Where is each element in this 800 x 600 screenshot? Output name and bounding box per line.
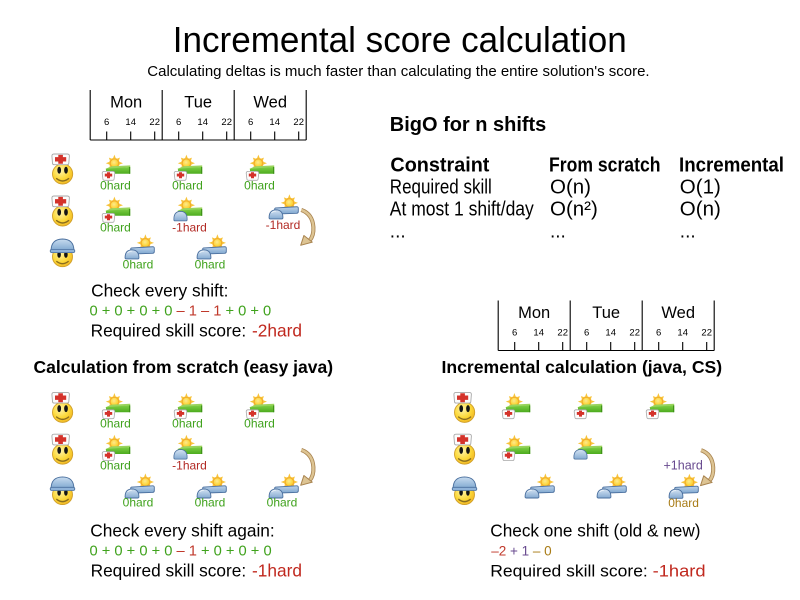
svg-text:22: 22	[557, 328, 568, 339]
svg-text:Calculation from scratch (easy: Calculation from scratch (easy java)	[34, 357, 334, 377]
svg-text:0hard: 0hard	[195, 258, 226, 272]
svg-text:Mon: Mon	[110, 94, 142, 112]
svg-text:0hard: 0hard	[100, 220, 131, 234]
svg-text:Wed: Wed	[661, 304, 695, 322]
svg-text:14: 14	[125, 117, 136, 128]
svg-text:14: 14	[677, 328, 688, 339]
svg-text:Incremental score calculation: Incremental score calculation	[173, 19, 627, 60]
svg-text:22: 22	[221, 117, 232, 128]
svg-text:Incremental: Incremental	[679, 154, 784, 176]
svg-text:0hard: 0hard	[244, 417, 275, 431]
svg-text:6: 6	[248, 117, 253, 128]
svg-text:22: 22	[701, 328, 712, 339]
svg-text:14: 14	[605, 328, 616, 339]
svg-text:0hard: 0hard	[123, 495, 154, 509]
svg-text:22: 22	[629, 328, 640, 339]
svg-text:0hard: 0hard	[172, 417, 203, 431]
svg-text:Constraint: Constraint	[390, 154, 489, 176]
svg-text:Calculating deltas is much fas: Calculating deltas is much faster than c…	[147, 63, 649, 80]
svg-text:0 + 0 + 0 + 0 – 1 – 1 + 0 + 0: 0 + 0 + 0 + 0 – 1 – 1 + 0 + 0	[90, 304, 272, 320]
svg-text:Required skill score:: Required skill score:	[490, 562, 648, 581]
svg-text:22: 22	[149, 117, 160, 128]
svg-text:Required skill score:: Required skill score:	[91, 321, 247, 341]
svg-text:Tue: Tue	[592, 304, 620, 322]
svg-text:...: ...	[680, 222, 696, 243]
svg-text:O(n²): O(n²)	[550, 198, 598, 221]
svg-text:-1hard: -1hard	[172, 220, 207, 234]
svg-text:At most 1 shift/day: At most 1 shift/day	[390, 199, 534, 221]
svg-text:Check every shift again:: Check every shift again:	[90, 521, 274, 541]
svg-text:0hard: 0hard	[123, 258, 154, 272]
svg-text:0hard: 0hard	[195, 495, 226, 509]
svg-text:O(1): O(1)	[680, 176, 721, 199]
svg-text:0hard: 0hard	[267, 495, 298, 509]
svg-text:-1hard: -1hard	[266, 218, 301, 232]
svg-text:Wed: Wed	[253, 94, 287, 112]
svg-text:...: ...	[550, 222, 566, 243]
svg-text:6: 6	[104, 117, 109, 128]
svg-text:6: 6	[656, 328, 661, 339]
svg-text:0 + 0 + 0 + 0 – 1 + 0 + 0 + 0: 0 + 0 + 0 + 0 – 1 + 0 + 0 + 0	[90, 544, 272, 560]
svg-text:6: 6	[584, 328, 589, 339]
svg-text:Incremental calculation (java,: Incremental calculation (java, CS)	[442, 357, 723, 377]
svg-text:Required skill: Required skill	[390, 177, 492, 199]
svg-text:O(n): O(n)	[550, 176, 591, 199]
svg-text:+1hard: +1hard	[664, 458, 703, 472]
svg-text:Check every shift:: Check every shift:	[91, 281, 228, 301]
svg-text:0hard: 0hard	[100, 178, 131, 192]
svg-text:14: 14	[533, 328, 544, 339]
svg-text:-1hard: -1hard	[653, 562, 706, 581]
svg-text:6: 6	[512, 328, 517, 339]
svg-text:0hard: 0hard	[100, 417, 131, 431]
svg-text:–2 + 1 – 0: –2 + 1 – 0	[491, 543, 551, 558]
svg-text:Check one shift (old & new): Check one shift (old & new)	[490, 521, 700, 541]
svg-text:From scratch: From scratch	[549, 154, 661, 176]
svg-text:22: 22	[293, 117, 304, 128]
svg-text:Required skill score:: Required skill score:	[91, 561, 247, 581]
svg-text:O(n): O(n)	[680, 198, 721, 221]
svg-text:BigO for n shifts: BigO for n shifts	[390, 113, 547, 136]
svg-text:...: ...	[390, 222, 406, 243]
svg-text:14: 14	[197, 117, 208, 128]
svg-text:0hard: 0hard	[172, 178, 203, 192]
svg-text:Tue: Tue	[184, 94, 212, 112]
svg-text:0hard: 0hard	[244, 178, 275, 192]
svg-text:-2hard: -2hard	[252, 321, 302, 341]
svg-text:0hard: 0hard	[668, 496, 699, 510]
svg-text:-1hard: -1hard	[252, 561, 302, 581]
svg-text:6: 6	[176, 117, 181, 128]
svg-text:-1hard: -1hard	[172, 459, 207, 473]
svg-text:14: 14	[269, 117, 280, 128]
svg-text:0hard: 0hard	[100, 459, 131, 473]
svg-text:Mon: Mon	[518, 304, 550, 322]
